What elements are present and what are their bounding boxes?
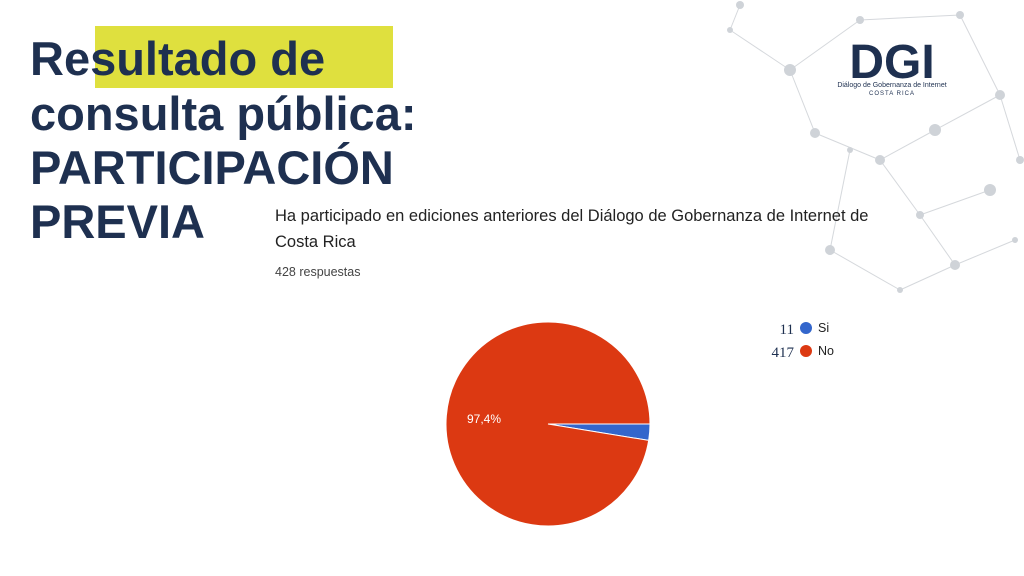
slide-title: PARTICIPACIÓN [30, 141, 394, 194]
slide-title: consulta pública: [30, 87, 417, 140]
slide-title: Resultado de [30, 32, 325, 85]
network-decoration [727, 1, 1024, 293]
slide-title: PREVIA [30, 195, 205, 248]
logo: DGI [849, 36, 934, 89]
slice-label: 97,4% [467, 412, 501, 426]
legend-count: 11 [780, 322, 794, 338]
logo-tagline: Diálogo de Gobernanza de Internet [837, 82, 946, 89]
legend-label: No [818, 344, 834, 358]
legend-count: 417 [772, 345, 795, 361]
legend-marker [800, 345, 812, 357]
pie-slice [445, 321, 651, 527]
chart-subtitle: 428 respuestas [275, 265, 360, 279]
chart-title: Costa Rica [275, 233, 357, 251]
legend-marker [800, 322, 812, 334]
chart-title: Ha participado en ediciones anteriores d… [275, 207, 868, 225]
logo-country: COSTA RICA [869, 91, 915, 97]
highlight [95, 26, 393, 88]
legend-label: Si [818, 321, 829, 335]
